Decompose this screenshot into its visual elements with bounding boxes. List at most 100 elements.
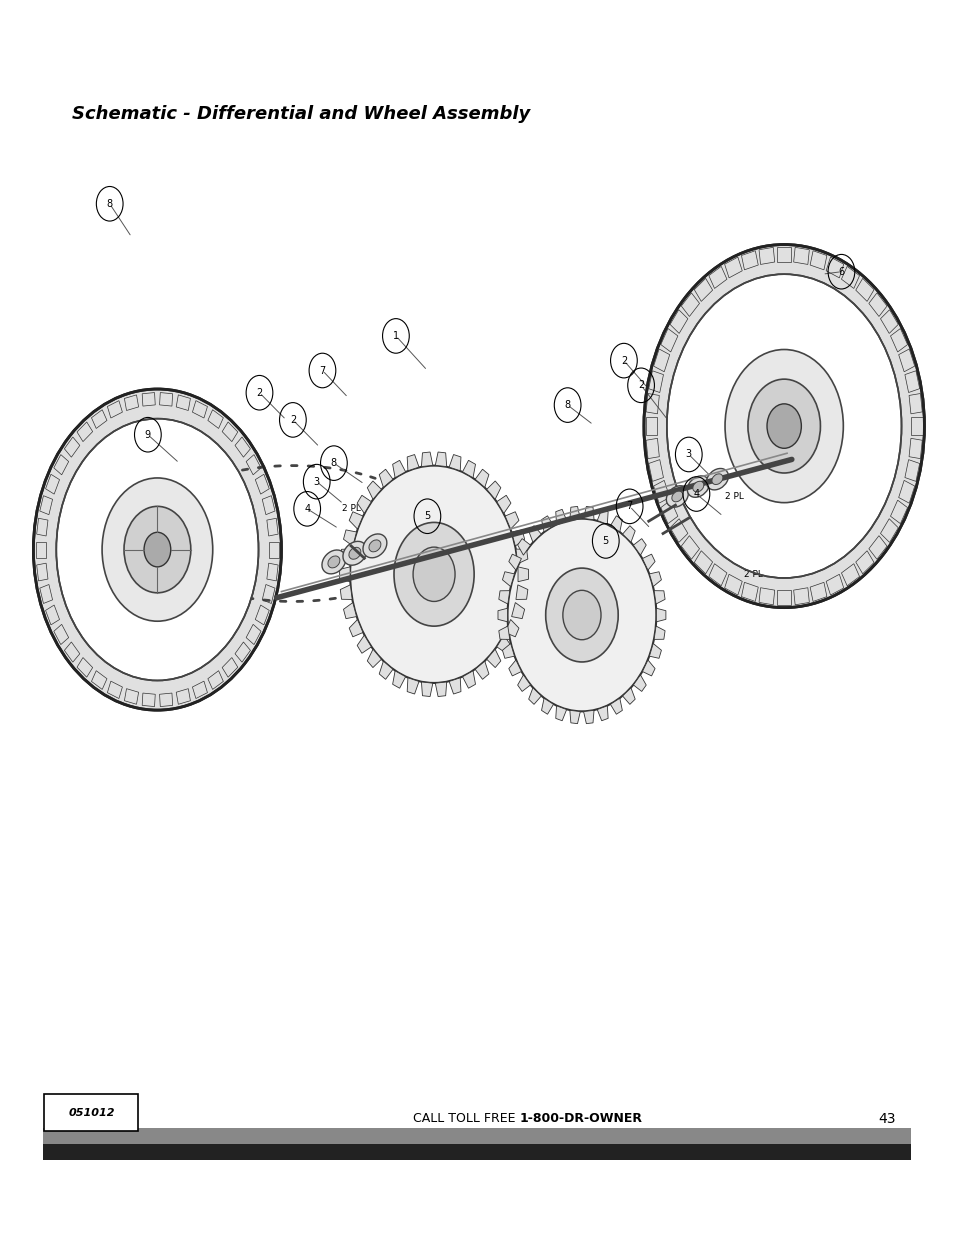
Polygon shape	[516, 585, 527, 599]
Polygon shape	[654, 590, 664, 604]
Text: 2: 2	[256, 388, 262, 398]
Polygon shape	[421, 452, 433, 467]
Polygon shape	[367, 650, 381, 668]
Text: 2: 2	[638, 380, 643, 390]
Polygon shape	[528, 688, 540, 704]
Polygon shape	[449, 454, 460, 471]
Text: 9: 9	[145, 430, 151, 440]
Polygon shape	[511, 603, 524, 619]
Polygon shape	[583, 506, 594, 520]
Ellipse shape	[369, 540, 380, 552]
Polygon shape	[356, 495, 371, 514]
Text: 7: 7	[626, 501, 632, 511]
Ellipse shape	[671, 492, 682, 501]
Polygon shape	[597, 706, 607, 721]
Text: 2 PL: 2 PL	[743, 569, 762, 579]
Polygon shape	[343, 603, 356, 619]
Text: 4: 4	[304, 504, 310, 514]
Polygon shape	[517, 567, 528, 582]
Polygon shape	[462, 461, 475, 478]
Polygon shape	[656, 609, 665, 622]
Circle shape	[562, 590, 600, 640]
Ellipse shape	[692, 482, 703, 492]
Polygon shape	[541, 698, 553, 714]
Circle shape	[643, 245, 923, 608]
Polygon shape	[379, 661, 393, 679]
Polygon shape	[622, 688, 635, 704]
Ellipse shape	[711, 474, 722, 484]
Polygon shape	[610, 698, 621, 714]
Text: 2: 2	[290, 415, 295, 425]
Polygon shape	[497, 495, 511, 514]
Polygon shape	[649, 572, 660, 587]
Circle shape	[545, 568, 618, 662]
Text: Schematic - Differential and Wheel Assembly: Schematic - Differential and Wheel Assem…	[71, 105, 529, 124]
Polygon shape	[508, 659, 521, 676]
Polygon shape	[569, 710, 579, 724]
Polygon shape	[393, 671, 405, 688]
Polygon shape	[633, 674, 645, 692]
Text: 8: 8	[107, 199, 112, 209]
Circle shape	[724, 350, 842, 503]
Text: 3: 3	[314, 477, 319, 487]
Polygon shape	[486, 480, 500, 499]
Polygon shape	[654, 626, 664, 640]
Text: 5: 5	[602, 536, 608, 546]
Polygon shape	[435, 452, 446, 467]
Circle shape	[766, 404, 801, 448]
Text: 6: 6	[838, 267, 843, 277]
Text: 8: 8	[331, 458, 336, 468]
Circle shape	[144, 532, 171, 567]
Polygon shape	[583, 710, 594, 724]
Ellipse shape	[342, 541, 367, 566]
Polygon shape	[528, 526, 540, 542]
Polygon shape	[622, 526, 635, 542]
Polygon shape	[633, 538, 645, 556]
Circle shape	[413, 547, 455, 601]
Ellipse shape	[665, 485, 688, 508]
Polygon shape	[556, 706, 566, 721]
Ellipse shape	[328, 556, 339, 568]
Polygon shape	[541, 516, 553, 532]
Polygon shape	[356, 635, 371, 653]
Polygon shape	[556, 509, 566, 524]
Polygon shape	[475, 661, 488, 679]
Circle shape	[666, 274, 901, 578]
Ellipse shape	[362, 534, 387, 558]
Polygon shape	[502, 643, 514, 658]
Polygon shape	[498, 590, 509, 604]
Polygon shape	[340, 550, 352, 563]
Circle shape	[56, 419, 258, 680]
Ellipse shape	[686, 475, 709, 498]
Polygon shape	[339, 567, 350, 582]
Text: 2 PL: 2 PL	[724, 492, 743, 501]
Polygon shape	[497, 635, 511, 653]
Polygon shape	[407, 678, 418, 694]
Text: 8: 8	[564, 400, 570, 410]
Ellipse shape	[349, 547, 360, 559]
Polygon shape	[340, 585, 352, 599]
Text: 051012: 051012	[69, 1108, 114, 1118]
Polygon shape	[421, 682, 433, 697]
Polygon shape	[569, 506, 579, 520]
Polygon shape	[407, 454, 418, 471]
Polygon shape	[517, 538, 530, 556]
Text: 7: 7	[319, 366, 325, 375]
Polygon shape	[497, 609, 507, 622]
Polygon shape	[486, 650, 500, 668]
Polygon shape	[393, 461, 405, 478]
Polygon shape	[641, 659, 655, 676]
Text: 1: 1	[393, 331, 398, 341]
Polygon shape	[462, 671, 475, 688]
Polygon shape	[475, 469, 488, 488]
Polygon shape	[505, 511, 518, 529]
Text: 5: 5	[424, 511, 430, 521]
Polygon shape	[343, 530, 356, 546]
Ellipse shape	[321, 550, 346, 574]
Polygon shape	[649, 643, 660, 658]
Text: 2 PL: 2 PL	[341, 504, 360, 514]
Text: 1-800-DR-OWNER: 1-800-DR-OWNER	[519, 1113, 642, 1125]
Text: 2: 2	[620, 356, 626, 366]
Circle shape	[33, 389, 281, 710]
Ellipse shape	[705, 468, 728, 490]
